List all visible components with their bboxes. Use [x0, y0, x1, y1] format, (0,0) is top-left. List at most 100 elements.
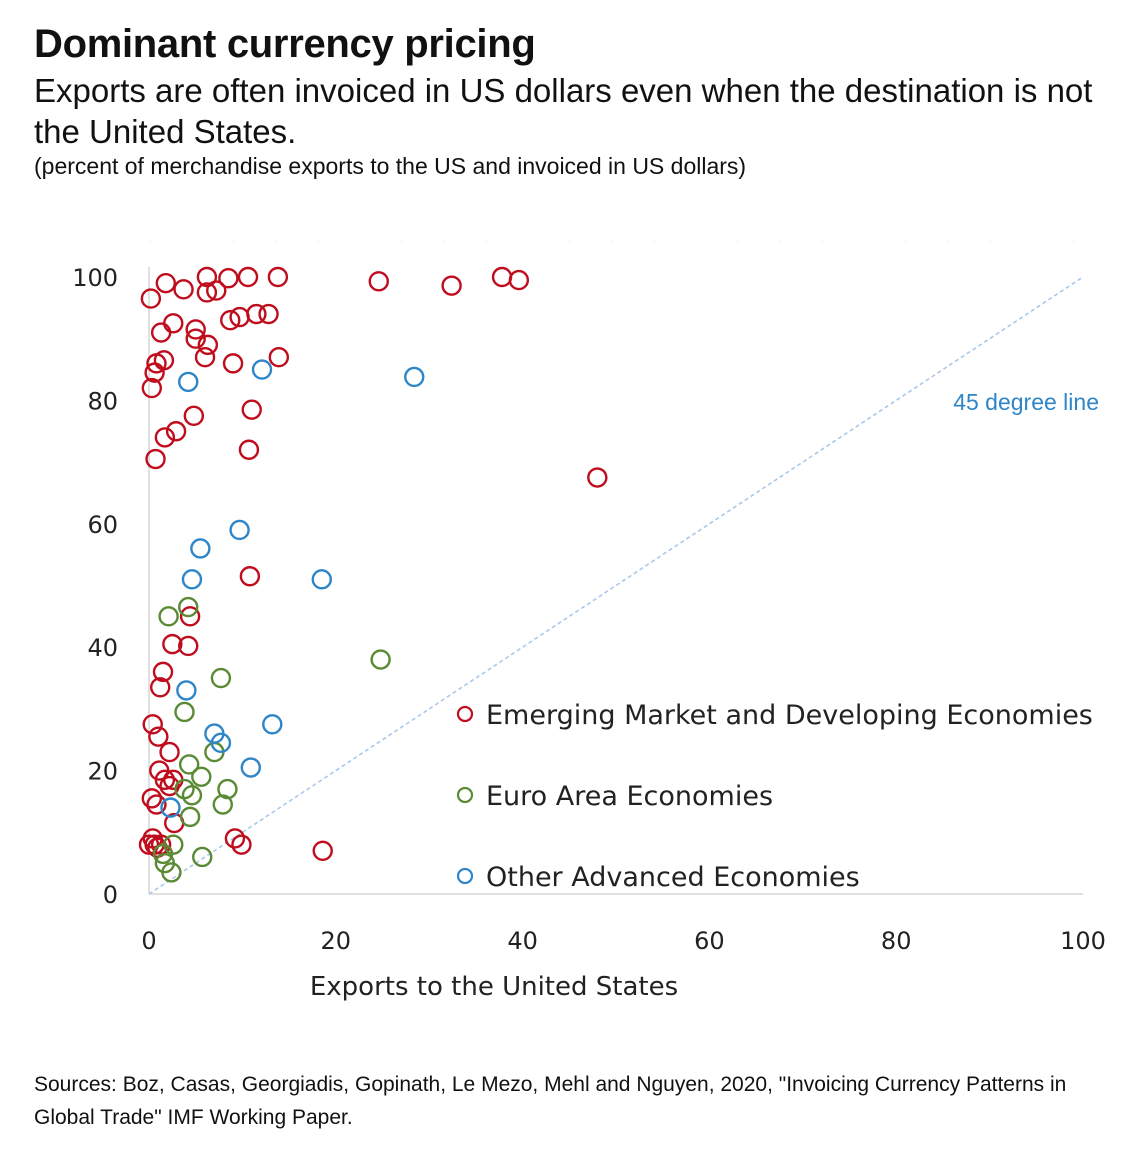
x-tick-label: 100 [1060, 927, 1106, 955]
x-tick-label: 20 [321, 927, 352, 955]
data-point [192, 846, 213, 868]
x-axis-label: Exports to the United States [310, 972, 678, 1002]
y-tick-label: 60 [87, 511, 118, 539]
data-point [587, 467, 608, 488]
chart-title: Dominant currency pricing [34, 22, 536, 66]
data-point [238, 439, 260, 460]
data-point [141, 788, 163, 809]
data-point [224, 828, 246, 849]
data-point [237, 266, 259, 288]
data-point [161, 862, 182, 883]
data-point [145, 448, 166, 470]
data-point [240, 757, 262, 778]
data-point [152, 661, 174, 683]
data-point [178, 596, 199, 618]
reference-line-group: 45 degree line [148, 276, 1099, 895]
data-point [185, 319, 206, 340]
data-point [160, 797, 181, 818]
data-point [155, 272, 177, 294]
chart-axes: 0 20 40 60 80 100 0 20 40 60 80 100 Exports to the U… [72, 241, 1106, 1002]
y-tick-label: 40 [87, 634, 118, 662]
x-tick-label: 40 [507, 927, 538, 955]
annotation-45-degree-line: 45 degree line [953, 389, 1099, 415]
data-point [146, 794, 167, 815]
data-point [181, 569, 203, 590]
data-point [163, 313, 184, 334]
data-point [258, 303, 279, 325]
data-point [191, 766, 212, 787]
legend-label: Emerging Market and Developing Economies [486, 700, 1093, 731]
data-point [141, 377, 163, 399]
data-point [220, 309, 241, 331]
data-point [312, 840, 333, 862]
data-point [150, 677, 171, 698]
data-point [178, 371, 199, 393]
legend-label: Euro Area Economies [486, 781, 773, 812]
data-point [262, 714, 283, 735]
data-point [229, 519, 250, 541]
data-point [368, 271, 389, 292]
data-point [222, 353, 244, 374]
legend-marker [456, 786, 474, 804]
legend-marker [456, 705, 474, 723]
data-point [241, 399, 262, 420]
data-point [150, 322, 172, 343]
data-point [154, 769, 176, 791]
data-point [196, 282, 218, 303]
legend-label: Other Advanced Economies [486, 862, 860, 893]
data-point [144, 362, 165, 383]
data-point [183, 405, 205, 427]
data-point [218, 268, 239, 289]
chart-units-note: (percent of merchandise exports to the U… [34, 153, 747, 179]
data-point [159, 775, 180, 797]
data-point [173, 279, 194, 300]
reference-line-45-degree [148, 276, 1084, 895]
data-point [268, 347, 290, 368]
data-point [174, 701, 195, 723]
x-tick-label: 0 [141, 927, 156, 955]
series-group [152, 596, 391, 883]
data-point [404, 366, 425, 388]
data-point [148, 726, 169, 747]
legend-marker [456, 867, 474, 885]
x-tick-label: 80 [881, 927, 912, 955]
data-point [251, 359, 273, 380]
data-point [176, 680, 197, 701]
data-point [196, 266, 218, 288]
data-point [311, 569, 332, 590]
data-point [179, 806, 201, 828]
data-point [206, 280, 227, 301]
chart-legend: Emerging Market and Developing Economies… [456, 700, 1093, 893]
x-tick-label: 60 [694, 927, 725, 955]
data-point [441, 275, 462, 296]
data-point [185, 328, 206, 349]
data-point [239, 566, 261, 587]
data-point [491, 266, 513, 288]
data-point [142, 828, 163, 849]
source-note: Sources: Boz, Casas, Georgiadis, Gopinat… [34, 1073, 1067, 1129]
y-tick-label: 80 [87, 387, 118, 415]
series-group [138, 266, 608, 862]
chart-subtitle: Exports are often invoiced in US dollars… [34, 72, 1093, 150]
data-points [138, 266, 608, 883]
data-point [158, 606, 179, 627]
data-point [246, 303, 267, 325]
data-point [162, 633, 183, 655]
data-point [178, 754, 200, 775]
data-point [210, 732, 232, 754]
data-point [190, 538, 211, 559]
data-point [210, 667, 232, 689]
data-point [194, 347, 216, 368]
data-point [178, 635, 199, 657]
y-tick-label: 20 [87, 758, 118, 786]
data-point [154, 427, 176, 448]
data-point [159, 741, 180, 763]
data-point [142, 714, 163, 735]
series-group [160, 359, 425, 818]
y-tick-label: 0 [103, 881, 118, 909]
y-tick-label: 100 [72, 264, 118, 292]
data-point [152, 843, 174, 865]
data-point [181, 785, 203, 806]
data-point [508, 269, 530, 291]
